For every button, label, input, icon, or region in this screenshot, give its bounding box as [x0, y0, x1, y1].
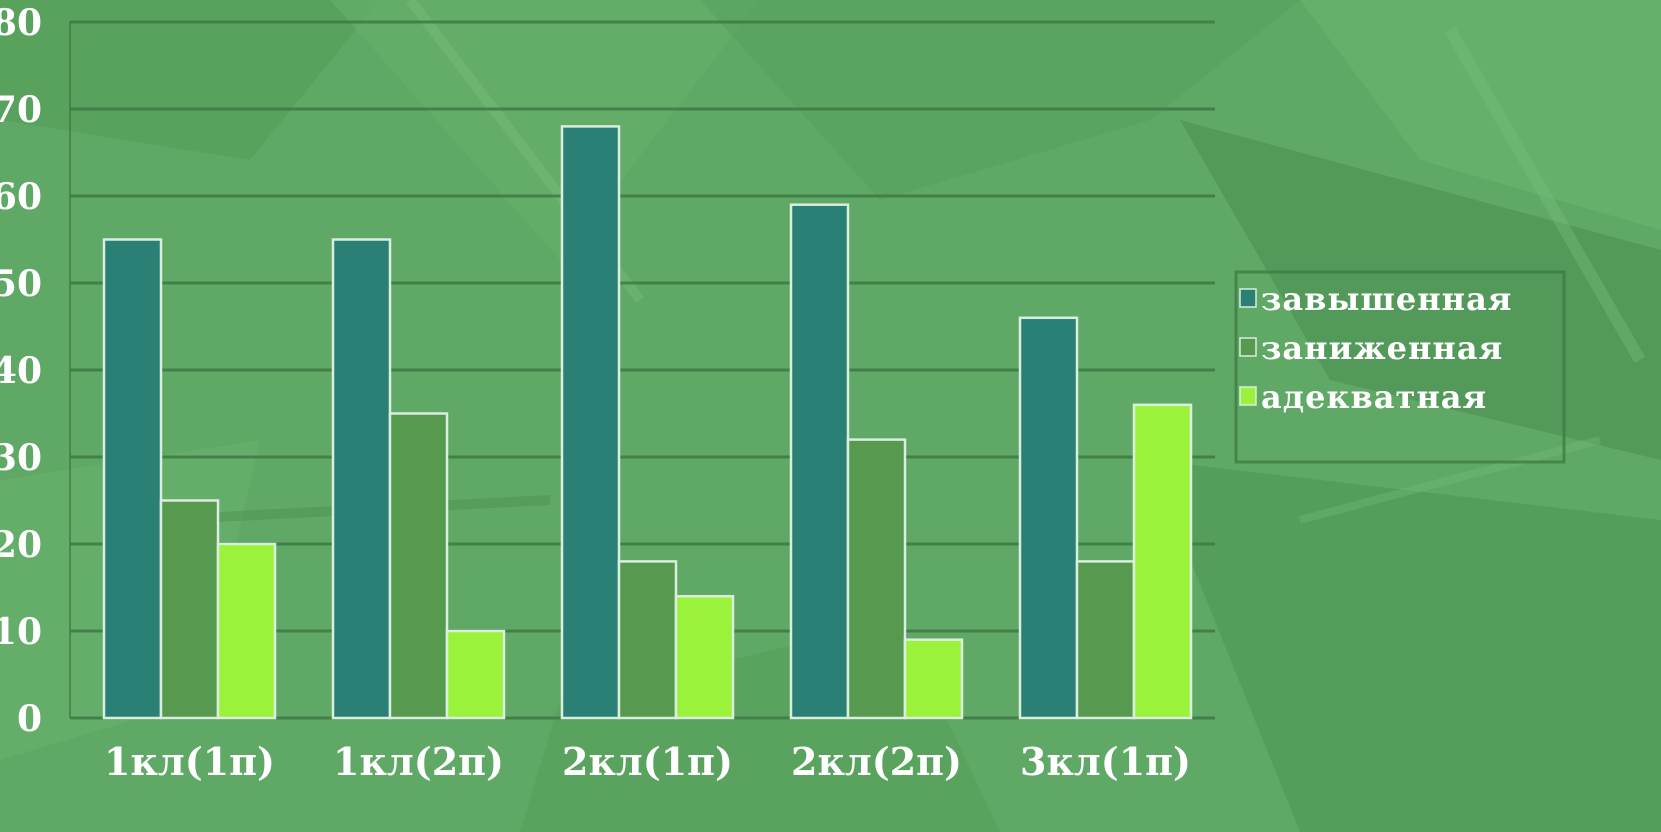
- legend-label: адекватная: [1261, 378, 1487, 416]
- y-tick-label: 70: [0, 89, 42, 131]
- bar-завышенная-2кл(2п): [789, 203, 850, 720]
- y-axis-tick-labels: 0 10 20 30 40 50 60 70 80: [0, 2, 42, 740]
- legend-box: [1234, 270, 1566, 464]
- bar-адекватная-1кл(1п): [216, 542, 277, 720]
- y-tick-label: 20: [0, 524, 42, 566]
- bar-завышенная-2кл(1п): [560, 125, 621, 720]
- bar-заниженная-1кл(1п): [159, 499, 220, 720]
- x-category-label: 1кл(2п): [333, 739, 504, 784]
- x-axis-category-labels: 1кл(1п) 1кл(2п) 2кл(1п) 2кл(2п) 3кл(1п): [104, 739, 1191, 784]
- y-tick-label: 30: [0, 437, 42, 479]
- bars: [102, 125, 1193, 720]
- bar-завышенная-1кл(1п): [102, 238, 163, 720]
- bar-заниженная-3кл(1п): [1075, 560, 1136, 720]
- bar-адекватная-1кл(2п): [445, 629, 506, 720]
- x-category-label: 1кл(1п): [104, 739, 275, 784]
- bar-завышенная-1кл(2п): [331, 238, 392, 720]
- bar-заниженная-2кл(2п): [846, 438, 907, 720]
- bar-адекватная-2кл(1п): [674, 594, 735, 720]
- bar-заниженная-1кл(2п): [388, 412, 449, 720]
- bar-завышенная-3кл(1п): [1018, 316, 1079, 720]
- legend: завышенная заниженная адекватная: [1234, 270, 1566, 464]
- y-tick-label: 60: [0, 176, 42, 218]
- y-tick-label: 40: [0, 350, 42, 392]
- x-category-label: 2кл(2п): [791, 739, 962, 784]
- y-tick-label: 0: [17, 698, 42, 740]
- x-category-label: 3кл(1п): [1020, 739, 1191, 784]
- legend-swatch-завышенная: [1239, 288, 1257, 308]
- legend-swatch-заниженная: [1239, 337, 1257, 357]
- legend-label: завышенная: [1261, 280, 1512, 318]
- x-category-label: 2кл(1п): [562, 739, 733, 784]
- legend-swatch-адекватная: [1239, 386, 1257, 406]
- bar-заниженная-2кл(1п): [617, 560, 678, 720]
- y-tick-label: 10: [0, 611, 42, 653]
- legend-label: заниженная: [1261, 329, 1503, 367]
- y-tick-label: 50: [0, 263, 42, 305]
- y-tick-label: 80: [0, 2, 42, 44]
- bar-адекватная-3кл(1п): [1132, 403, 1193, 720]
- bar-адекватная-2кл(2п): [903, 638, 964, 720]
